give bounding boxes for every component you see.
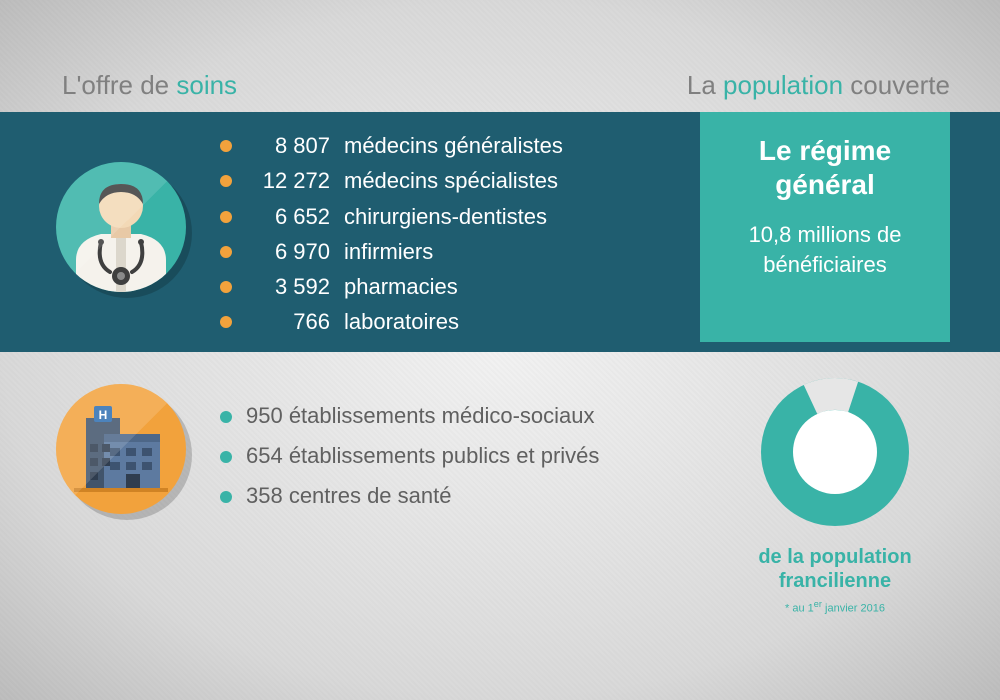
list-item-text: 654 établissements publics et privés [246,443,599,468]
title-right-prefix: La [687,70,723,100]
bullet-icon [220,451,232,463]
list-item-text: 950 établissements médico-sociaux [246,403,595,428]
doctor-icon [56,162,186,292]
stat-row: 3 592 pharmacies [220,269,563,304]
bullet-icon [220,140,232,152]
stat-row: 6 652 chirurgiens-dentistes [220,198,563,233]
donut-chart [750,372,920,532]
stat-value: 766 [240,305,330,339]
stat-label: infirmiers [344,239,433,264]
donut-footnote: * au 1er janvier 2016 [750,599,920,615]
stat-value: 3 592 [240,270,330,304]
title-left-accent: soins [176,70,237,100]
donut-caption: de la population francilienne [750,545,920,593]
stat-label: chirurgiens-dentistes [344,204,547,229]
stat-label: laboratoires [344,309,459,334]
bullet-icon [220,411,232,423]
title-left-prefix: L'offre de [62,70,176,100]
bullet-icon [220,246,232,258]
stat-row: 6 970 infirmiers [220,234,563,269]
stat-value: 8 807 [240,129,330,163]
stat-label: pharmacies [344,274,458,299]
title-population-covered: La population couverte [687,70,950,101]
bullet-icon [220,316,232,328]
list-item: 654 établissements publics et privés [220,436,599,476]
title-right-suffix: couverte [843,70,950,100]
stat-row: 8 807 médecins généralistes [220,128,563,163]
healthcare-stats-list: 8 807 médecins généralistes 12 272 médecin… [220,128,563,339]
hospital-icon: H [56,384,186,514]
regime-title: Le régime général [718,134,932,202]
population-donut-block: de la population francilienne * au 1er j… [750,372,920,615]
stat-label: médecins spécialistes [344,168,558,193]
bullet-icon [220,211,232,223]
list-item: 950 établissements médico-sociaux [220,396,599,436]
stat-value: 6 652 [240,200,330,234]
list-item-text: 358 centres de santé [246,483,451,508]
establishments-list: 950 établissements médico-sociaux 654 ét… [220,396,599,516]
title-healthcare-offer: L'offre de soins [62,70,237,101]
regime-subtitle: 10,8 millions de bénéficiaires [718,220,932,280]
stat-row: 12 272 médecins spécialistes [220,163,563,198]
stat-value: 12 272 [240,164,330,198]
title-right-accent: population [723,70,843,100]
bullet-icon [220,175,232,187]
bullet-icon [220,281,232,293]
regime-general-box: Le régime général 10,8 millions de bénéf… [700,112,950,342]
stat-value: 6 970 [240,235,330,269]
list-item: 358 centres de santé [220,476,599,516]
svg-text:H: H [99,408,108,422]
bullet-icon [220,491,232,503]
stat-label: médecins généralistes [344,133,563,158]
stat-row: 766 laboratoires [220,304,563,339]
